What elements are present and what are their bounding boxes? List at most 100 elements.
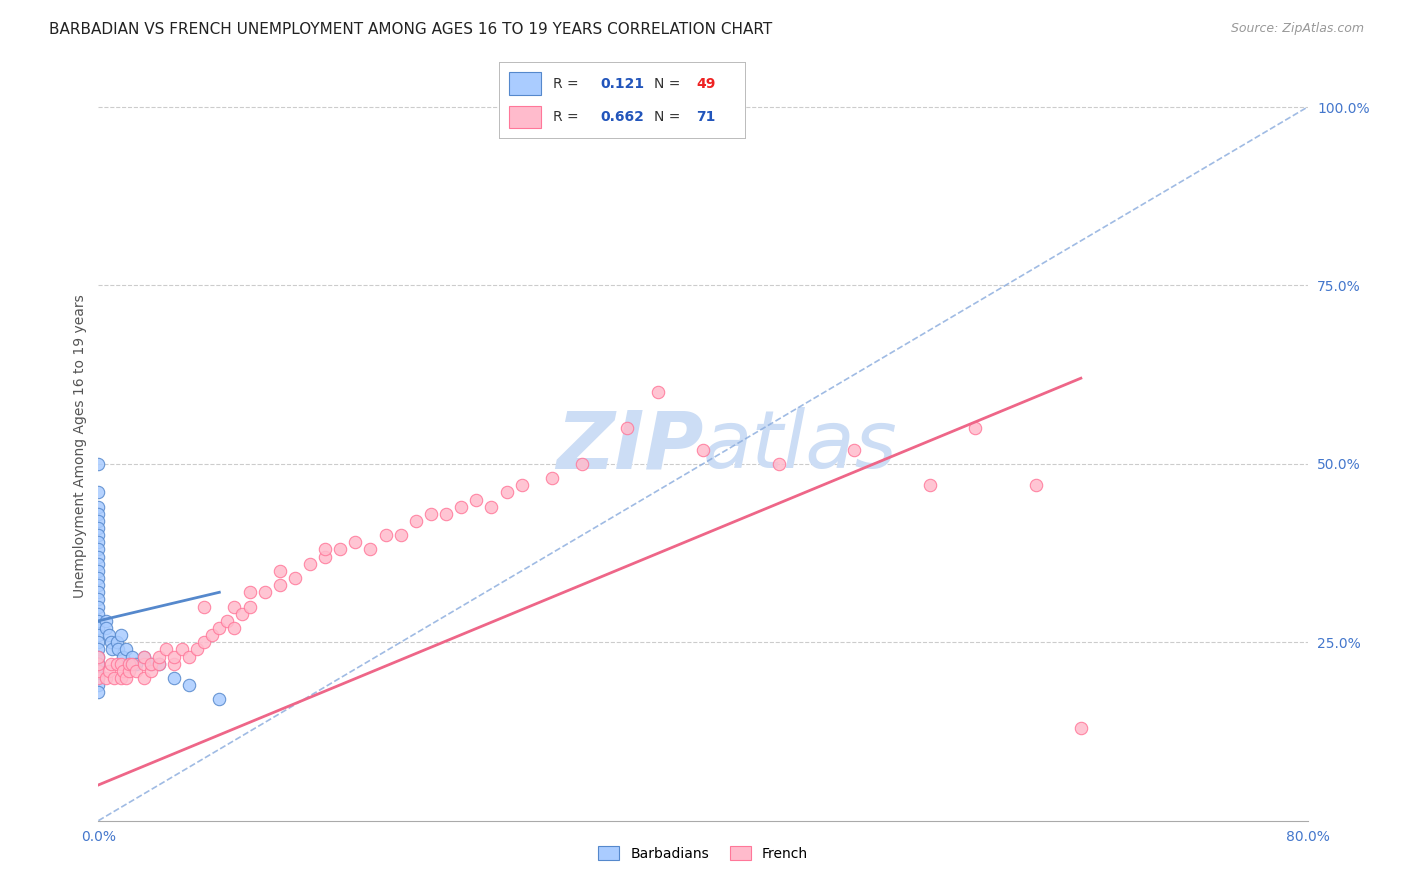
- Point: [87, 649, 110, 664]
- Point: [87, 635, 110, 649]
- Point: [495, 485, 517, 500]
- Point: [253, 585, 276, 599]
- Point: [208, 692, 231, 706]
- Point: [87, 685, 110, 699]
- Point: [100, 657, 122, 671]
- Point: [224, 599, 246, 614]
- Point: [314, 549, 336, 564]
- Text: N =: N =: [654, 77, 681, 91]
- Point: [87, 528, 110, 542]
- Point: [132, 671, 155, 685]
- Point: [121, 657, 143, 671]
- Point: [87, 657, 110, 671]
- Point: [87, 664, 110, 678]
- Point: [132, 649, 155, 664]
- Point: [105, 635, 128, 649]
- Point: [179, 678, 201, 692]
- Point: [215, 614, 238, 628]
- Point: [87, 664, 110, 678]
- Point: [141, 657, 163, 671]
- Legend: Barbadians, French: Barbadians, French: [593, 840, 813, 866]
- Point: [239, 599, 262, 614]
- Point: [87, 535, 110, 549]
- Point: [269, 578, 291, 592]
- Point: [87, 549, 110, 564]
- Point: [269, 564, 291, 578]
- Point: [87, 657, 110, 671]
- Point: [87, 599, 110, 614]
- Point: [170, 642, 193, 657]
- Point: [87, 521, 110, 535]
- Point: [114, 642, 136, 657]
- Point: [110, 628, 132, 642]
- Point: [94, 671, 117, 685]
- Point: [163, 657, 186, 671]
- Text: 0.121: 0.121: [600, 77, 644, 91]
- Point: [87, 621, 110, 635]
- Point: [141, 657, 163, 671]
- Point: [118, 657, 141, 671]
- Point: [87, 578, 110, 592]
- Y-axis label: Unemployment Among Ages 16 to 19 years: Unemployment Among Ages 16 to 19 years: [73, 294, 87, 598]
- Point: [107, 642, 129, 657]
- Point: [329, 542, 352, 557]
- Point: [163, 671, 186, 685]
- Point: [918, 478, 941, 492]
- Point: [224, 621, 246, 635]
- Point: [87, 607, 110, 621]
- Point: [87, 500, 110, 514]
- Text: ZIP: ZIP: [555, 407, 703, 485]
- Point: [481, 500, 503, 514]
- Point: [405, 514, 427, 528]
- Point: [201, 628, 224, 642]
- Point: [141, 664, 163, 678]
- Point: [114, 671, 136, 685]
- Point: [434, 507, 457, 521]
- Point: [374, 528, 396, 542]
- Point: [87, 585, 110, 599]
- Point: [965, 421, 987, 435]
- Text: atlas: atlas: [703, 407, 898, 485]
- Text: Source: ZipAtlas.com: Source: ZipAtlas.com: [1230, 22, 1364, 36]
- Text: 49: 49: [696, 77, 716, 91]
- Point: [132, 657, 155, 671]
- Point: [344, 535, 367, 549]
- Point: [87, 642, 110, 657]
- Point: [193, 599, 215, 614]
- Point: [118, 664, 141, 678]
- Text: R =: R =: [554, 110, 579, 124]
- Point: [87, 614, 110, 628]
- Point: [148, 657, 170, 671]
- Point: [118, 657, 141, 671]
- Point: [148, 649, 170, 664]
- Point: [87, 657, 110, 671]
- Point: [1070, 721, 1092, 735]
- Text: 71: 71: [696, 110, 716, 124]
- Point: [94, 614, 117, 628]
- Point: [110, 671, 132, 685]
- Point: [155, 642, 177, 657]
- Point: [420, 507, 443, 521]
- Point: [87, 557, 110, 571]
- Point: [98, 628, 121, 642]
- Point: [239, 585, 262, 599]
- Point: [193, 635, 215, 649]
- Point: [148, 657, 170, 671]
- Point: [87, 571, 110, 585]
- Text: N =: N =: [654, 110, 681, 124]
- Point: [87, 542, 110, 557]
- Point: [110, 657, 132, 671]
- FancyBboxPatch shape: [509, 105, 541, 128]
- Text: BARBADIAN VS FRENCH UNEMPLOYMENT AMONG AGES 16 TO 19 YEARS CORRELATION CHART: BARBADIAN VS FRENCH UNEMPLOYMENT AMONG A…: [49, 22, 772, 37]
- Point: [87, 564, 110, 578]
- Text: 0.662: 0.662: [600, 110, 644, 124]
- Point: [465, 492, 488, 507]
- Point: [87, 628, 110, 642]
- Point: [314, 542, 336, 557]
- Point: [132, 649, 155, 664]
- Point: [179, 649, 201, 664]
- Point: [87, 649, 110, 664]
- Point: [208, 621, 231, 635]
- Point: [105, 657, 128, 671]
- Point: [87, 457, 110, 471]
